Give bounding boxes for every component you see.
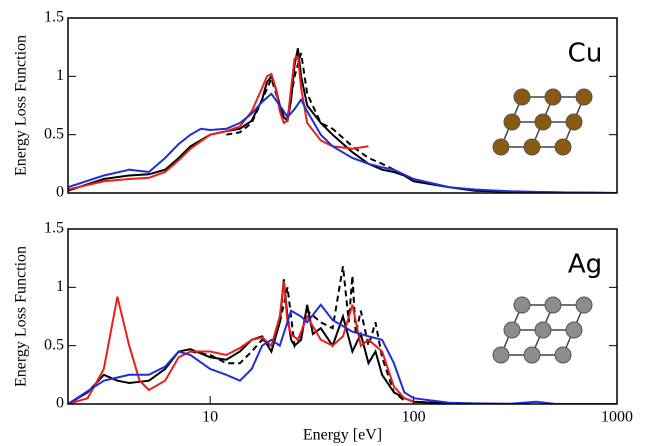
line-series bbox=[68, 281, 414, 404]
cu-crystal-icon bbox=[492, 88, 593, 156]
y-tick-label: 1 bbox=[56, 67, 64, 84]
line-series bbox=[68, 92, 617, 193]
y-tick-label: 0 bbox=[56, 184, 64, 201]
y-tick-label: 0.5 bbox=[44, 336, 64, 353]
line-series bbox=[190, 266, 405, 402]
line-series bbox=[68, 303, 617, 404]
y-axis-label: Energy Loss Function bbox=[13, 246, 30, 387]
y-tick-label: 1.5 bbox=[44, 9, 64, 26]
y-tick-label: 0.5 bbox=[44, 125, 64, 142]
plot-frame bbox=[67, 17, 618, 194]
x-tick-label: 100 bbox=[402, 409, 426, 426]
y-tick-label: 0 bbox=[56, 395, 64, 412]
ag-crystal-icon bbox=[492, 296, 593, 364]
x-axis-label: Energy [eV] bbox=[303, 427, 382, 444]
x-tick-label: 10 bbox=[202, 409, 218, 426]
line-series bbox=[68, 54, 369, 191]
annotation: Cu bbox=[568, 39, 603, 69]
x-tick-label: 1000 bbox=[601, 409, 633, 426]
y-tick-label: 1 bbox=[56, 278, 64, 295]
line-series bbox=[226, 52, 405, 177]
y-tick-label: 1.5 bbox=[44, 220, 64, 237]
annotation: Ag bbox=[568, 250, 602, 280]
plot-frame bbox=[67, 228, 618, 405]
y-axis-label: Energy Loss Function bbox=[13, 35, 30, 176]
